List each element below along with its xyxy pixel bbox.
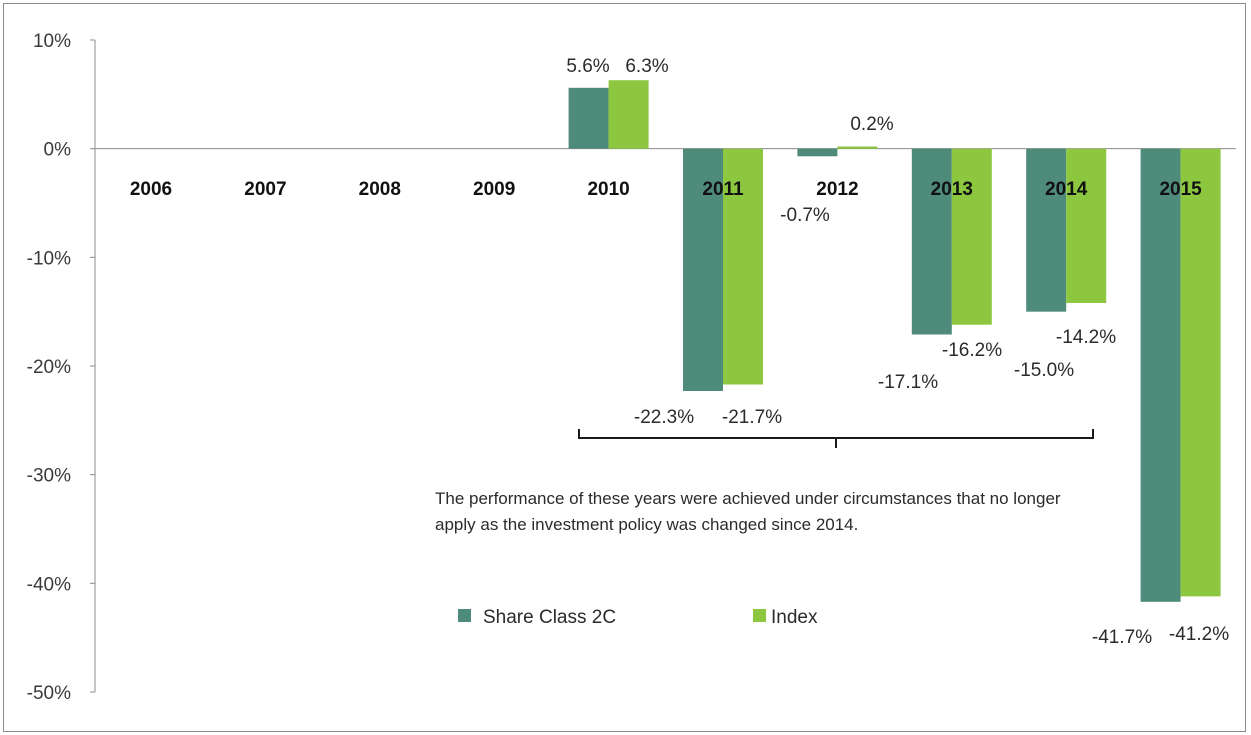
legend-label-index: Index	[771, 607, 818, 628]
annotation-bracket	[578, 429, 1094, 448]
y-tick-label: 0%	[44, 140, 72, 161]
bar-share-class-2c-2010	[568, 87, 609, 149]
category-labels: 2006 2007 2008 2009 2010 2011 2012 2013 2014 2015	[130, 179, 1202, 200]
bar-share-class-2c-2011	[683, 148, 723, 391]
bar-share-class-2c-2015	[1140, 148, 1181, 602]
data-label: -22.3%	[634, 407, 694, 428]
x-category-label: 2008	[359, 179, 401, 200]
y-tick-label: -30%	[27, 466, 71, 487]
x-category-label: 2006	[130, 179, 172, 200]
legend: Share Class 2C Index	[458, 607, 818, 628]
legend-swatch-share-class-2c	[458, 609, 471, 622]
y-tick-label: -10%	[27, 248, 71, 269]
legend-label-share-class-2c: Share Class 2C	[483, 607, 616, 628]
y-tick-label: -50%	[27, 683, 71, 704]
data-label: -41.2%	[1169, 624, 1229, 645]
bar-share-class-2c-2014	[1026, 148, 1067, 312]
data-label: 5.6%	[566, 56, 609, 77]
x-category-label: 2012	[816, 179, 858, 200]
x-category-label: 2007	[244, 179, 286, 200]
bar-index-2015	[1180, 148, 1221, 597]
y-tick-label: -20%	[27, 357, 71, 378]
x-category-label: 2013	[931, 179, 973, 200]
data-label: 6.3%	[625, 56, 668, 77]
data-label: -16.2%	[942, 340, 1002, 361]
annotation-brace	[578, 429, 1094, 448]
bar-share-class-2c-2012	[797, 148, 838, 157]
y-tick-label: -40%	[27, 574, 71, 595]
y-tick-label: 10%	[33, 31, 71, 52]
data-label: -17.1%	[878, 372, 938, 393]
data-label: -21.7%	[722, 407, 782, 428]
x-category-label: 2009	[473, 179, 515, 200]
bar-index-2013	[951, 148, 992, 325]
bar-index-2010	[608, 80, 649, 149]
data-label: -0.7%	[780, 205, 830, 226]
data-label: -15.0%	[1014, 360, 1074, 381]
x-category-label: 2011	[702, 179, 744, 200]
chart-frame: 10% 0% -10% -20% -30% -40% -50% 5.6% -22.3% -0.7…	[3, 3, 1246, 732]
bars	[568, 80, 1221, 602]
annotation-note: The performance of these years were achi…	[435, 489, 1061, 534]
legend-swatch-index	[753, 609, 766, 622]
bar-share-class-2c-2013	[911, 148, 952, 335]
data-label: -41.7%	[1092, 627, 1152, 648]
bar-index-2011	[723, 148, 763, 385]
axes: 10% 0% -10% -20% -30% -40% -50%	[27, 31, 1236, 704]
x-category-label: 2010	[587, 179, 629, 200]
bar-index-2014	[1066, 148, 1107, 303]
data-label: 0.2%	[850, 114, 893, 135]
data-labels: 5.6% -22.3% -0.7% -17.1% -15.0% -41.7% 6.3% -21…	[566, 56, 1229, 648]
bar-chart: 10% 0% -10% -20% -30% -40% -50% 5.6% -22.3% -0.7…	[27, 31, 1236, 704]
x-category-label: 2014	[1045, 179, 1088, 200]
data-label: -14.2%	[1056, 327, 1116, 348]
x-category-label: 2015	[1159, 179, 1202, 200]
bar-index-2012	[837, 146, 878, 149]
